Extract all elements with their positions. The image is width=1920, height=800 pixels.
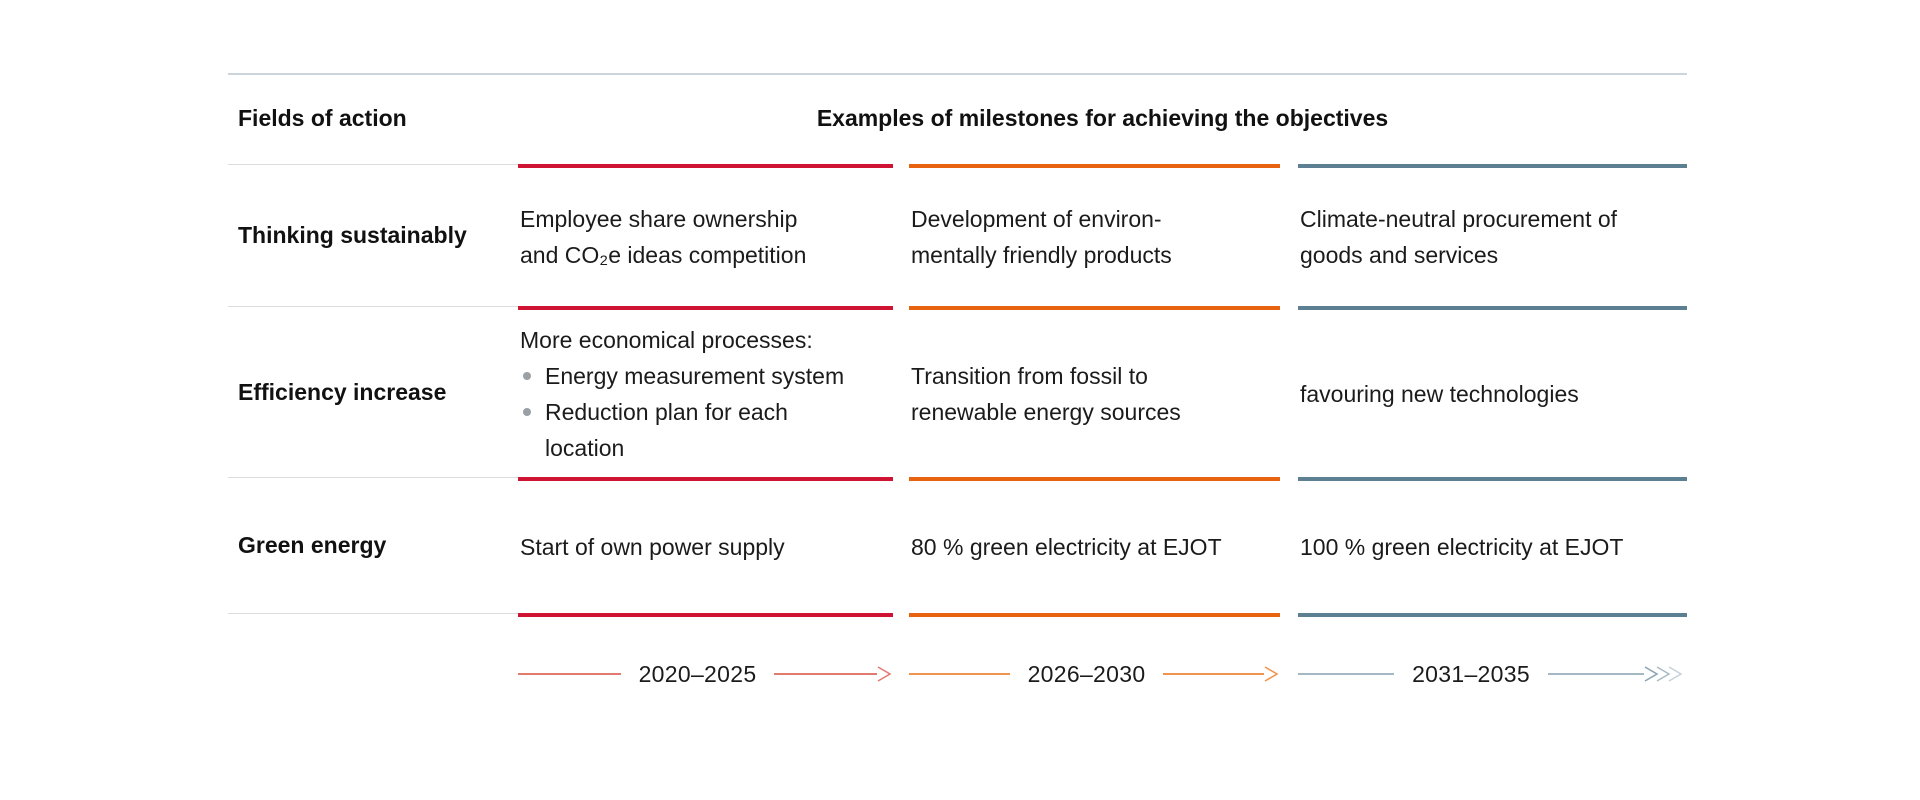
timeline-line bbox=[1298, 673, 1395, 675]
period2-bar bbox=[909, 613, 1280, 617]
timeline-line bbox=[774, 673, 878, 675]
row-label-green-energy: Green energy bbox=[228, 477, 518, 613]
milestone-cell: Transition from fossil to renewable ener… bbox=[909, 306, 1280, 477]
milestones-heading: Examples of milestones for achieving the… bbox=[816, 105, 1389, 131]
milestone-cell: Employee share ownership and CO₂e ideas … bbox=[518, 164, 893, 306]
bullet-dot-icon bbox=[523, 371, 531, 380]
triple-chevron-icon bbox=[1644, 666, 1683, 682]
row-separator bbox=[228, 613, 518, 617]
timeline-line bbox=[1547, 673, 1645, 675]
timeline-line bbox=[909, 673, 1010, 675]
milestone-text: Start of own power supply bbox=[520, 534, 785, 560]
bullet-text: Energy measurement system bbox=[545, 362, 845, 389]
milestone-text: Climate-neutral procurement of goods and… bbox=[1300, 206, 1618, 268]
period3-bar bbox=[1298, 613, 1687, 617]
timeline-years: 2026–2030 bbox=[1027, 660, 1146, 687]
roadmap-table: Fields of action Examples of milestones … bbox=[228, 73, 1687, 703]
timeline-period-3: 2031–2035 bbox=[1298, 617, 1687, 703]
milestone-cell: Start of own power supply bbox=[518, 477, 893, 613]
milestone-text: More economical processes: bbox=[520, 326, 813, 353]
milestone-cell: Development of environ- mentally friendl… bbox=[909, 164, 1280, 306]
milestone-cell: Climate-neutral procurement of goods and… bbox=[1298, 164, 1687, 306]
bullet-dot-icon bbox=[523, 407, 531, 416]
row-label-thinking-sustainably: Thinking sustainably bbox=[228, 164, 518, 306]
top-divider bbox=[228, 73, 1687, 75]
period1-bar bbox=[518, 613, 893, 617]
milestone-text: 80 % green electricity at EJOT bbox=[911, 534, 1222, 560]
row-label-efficiency-increase: Efficiency increase bbox=[228, 306, 518, 477]
milestone-text: Development of environ- mentally friendl… bbox=[911, 206, 1172, 268]
timeline-period-1: 2020–2025 bbox=[518, 617, 893, 703]
milestone-cell: favouring new technologies bbox=[1298, 306, 1687, 477]
timeline-years: 2031–2035 bbox=[1412, 660, 1530, 687]
arrow-right-icon bbox=[1264, 666, 1279, 682]
milestone-cell: 100 % green electricity at EJOT bbox=[1298, 477, 1687, 613]
timeline-years: 2020–2025 bbox=[638, 660, 757, 687]
milestone-text: Transition from fossil to renewable ener… bbox=[911, 362, 1181, 425]
milestone-text: 100 % green electricity at EJOT bbox=[1300, 534, 1624, 560]
milestone-text: Employee share ownership and CO₂e ideas … bbox=[520, 206, 807, 268]
arrow-right-icon bbox=[877, 666, 892, 682]
milestone-cell: 80 % green electricity at EJOT bbox=[909, 477, 1280, 613]
fields-of-action-heading: Fields of action bbox=[238, 105, 407, 131]
milestone-text: favouring new technologies bbox=[1300, 380, 1579, 407]
timeline-line bbox=[1163, 673, 1265, 675]
milestone-cell: More economical processes: Energy measur… bbox=[518, 306, 893, 477]
timeline-period-2: 2026–2030 bbox=[909, 617, 1280, 703]
bullet-text: Reduction plan for each location bbox=[545, 398, 788, 461]
timeline-line bbox=[518, 673, 621, 675]
bullet-item: Reduction plan for each location bbox=[520, 394, 844, 466]
bullet-item: Energy measurement system bbox=[520, 358, 844, 394]
roadmap-grid: Fields of action Examples of milestones … bbox=[228, 73, 1687, 703]
